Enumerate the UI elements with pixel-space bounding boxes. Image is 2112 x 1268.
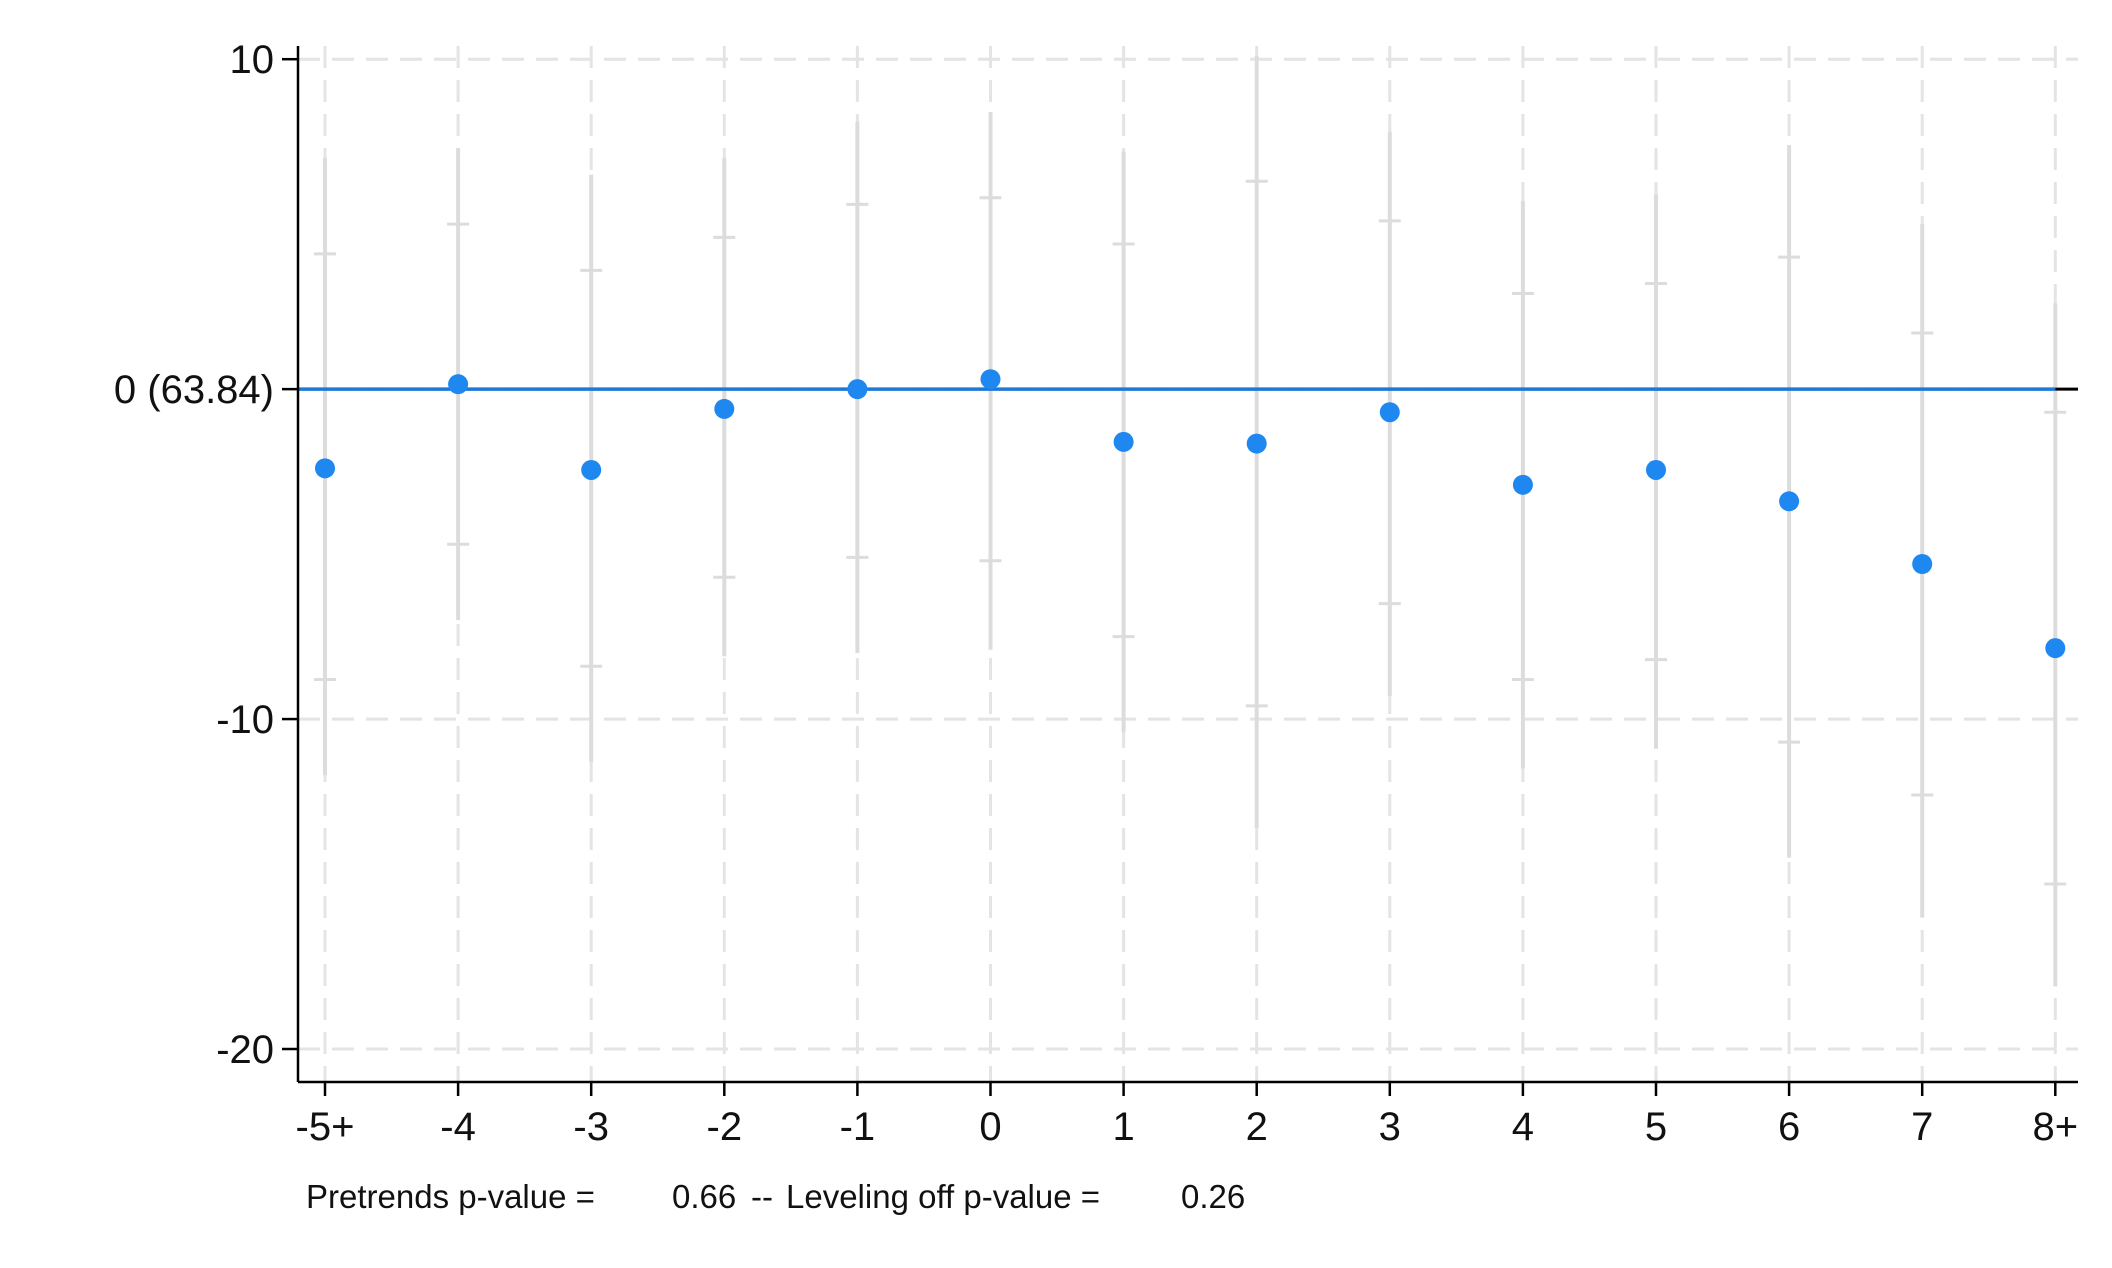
x-tick-label: 6 <box>1778 1105 1800 1149</box>
leveling-value: 0.26 <box>1181 1178 1245 1215</box>
point-estimate <box>1246 433 1267 454</box>
pretrends-value: 0.66 <box>672 1178 736 1215</box>
x-tick-label: -5+ <box>296 1105 355 1149</box>
point-estimate <box>1113 431 1134 452</box>
point-estimate <box>714 398 735 419</box>
point-estimate <box>1379 402 1400 423</box>
x-tick-label: -2 <box>707 1105 743 1149</box>
point-estimate <box>1512 474 1533 495</box>
x-tick-label: -4 <box>440 1105 476 1149</box>
grid-layer <box>298 46 2078 1082</box>
leveling-label: Leveling off p-value = <box>786 1178 1100 1215</box>
y-tick-label: -10 <box>216 698 274 742</box>
point-estimate <box>847 379 868 400</box>
x-tick-label: -3 <box>573 1105 609 1149</box>
x-tick-label: 3 <box>1379 1105 1401 1149</box>
point-estimate <box>1779 491 1800 512</box>
x-tick-label: 0 <box>979 1105 1001 1149</box>
x-tick-label: 7 <box>1911 1105 1933 1149</box>
point-estimate <box>315 458 335 479</box>
axes: 100 (63.84)-10-20-5+ -4 -3 -2 -1 0 1 2 3 4 5 6 7 8+ <box>114 38 2078 1149</box>
y-tick-label: 10 <box>230 38 275 82</box>
x-tick-label: 4 <box>1512 1105 1534 1149</box>
x-tick-label: 2 <box>1246 1105 1268 1149</box>
x-tick-label: 1 <box>1112 1105 1134 1149</box>
point-estimate <box>2045 638 2066 659</box>
confidence-intervals <box>314 55 2067 987</box>
point-estimates <box>315 369 2066 659</box>
y-tick-label: 0 (63.84) <box>114 368 274 412</box>
point-estimate <box>1646 459 1666 480</box>
point-estimate <box>1912 554 1933 574</box>
y-tick-label: -20 <box>216 1028 274 1072</box>
note-separator: -- <box>751 1178 773 1215</box>
point-estimate <box>980 369 1001 390</box>
point-estimate <box>581 459 602 480</box>
x-tick-label: 5 <box>1645 1105 1667 1149</box>
x-tick-label: -1 <box>840 1105 876 1149</box>
point-estimate <box>448 374 469 395</box>
x-tick-label: 8+ <box>2032 1105 2078 1149</box>
pretrends-label: Pretrends p-value = <box>306 1178 595 1215</box>
